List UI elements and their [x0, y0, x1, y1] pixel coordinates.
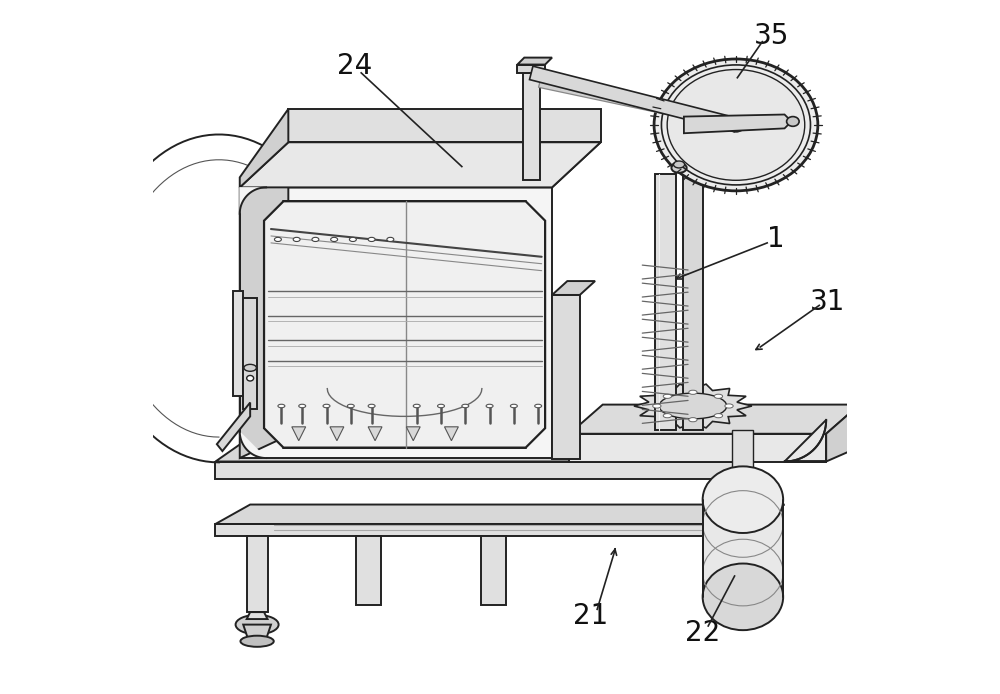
- Text: 1: 1: [767, 226, 785, 253]
- Ellipse shape: [671, 163, 687, 173]
- Polygon shape: [215, 505, 785, 524]
- Ellipse shape: [331, 237, 338, 242]
- Polygon shape: [288, 109, 601, 142]
- Polygon shape: [684, 115, 791, 133]
- Ellipse shape: [240, 636, 274, 647]
- Ellipse shape: [349, 237, 356, 242]
- Ellipse shape: [368, 237, 375, 242]
- Polygon shape: [552, 281, 595, 295]
- Polygon shape: [368, 427, 382, 441]
- Polygon shape: [240, 142, 601, 187]
- Polygon shape: [569, 405, 859, 434]
- Ellipse shape: [387, 237, 394, 242]
- Ellipse shape: [703, 466, 783, 533]
- Ellipse shape: [689, 418, 697, 422]
- Polygon shape: [406, 427, 420, 441]
- Polygon shape: [683, 174, 703, 430]
- Polygon shape: [240, 109, 288, 187]
- Ellipse shape: [293, 237, 300, 242]
- Ellipse shape: [663, 414, 672, 418]
- Polygon shape: [240, 142, 601, 187]
- Ellipse shape: [312, 237, 319, 242]
- Ellipse shape: [714, 414, 723, 418]
- Ellipse shape: [244, 364, 256, 371]
- Polygon shape: [215, 432, 785, 462]
- Polygon shape: [703, 500, 783, 597]
- Polygon shape: [655, 174, 676, 430]
- Ellipse shape: [714, 394, 723, 398]
- Polygon shape: [240, 187, 552, 458]
- Ellipse shape: [274, 237, 281, 242]
- Text: 21: 21: [573, 602, 608, 630]
- Polygon shape: [247, 536, 268, 612]
- Polygon shape: [240, 142, 288, 458]
- Polygon shape: [356, 536, 381, 605]
- Polygon shape: [444, 427, 458, 441]
- Polygon shape: [634, 384, 752, 428]
- Ellipse shape: [659, 393, 727, 419]
- Ellipse shape: [510, 404, 517, 408]
- Ellipse shape: [368, 404, 375, 408]
- Ellipse shape: [347, 404, 354, 408]
- Polygon shape: [530, 66, 738, 132]
- Polygon shape: [240, 432, 266, 458]
- Text: 24: 24: [337, 52, 372, 80]
- Ellipse shape: [654, 59, 818, 191]
- Ellipse shape: [725, 404, 733, 408]
- Polygon shape: [243, 298, 257, 409]
- Ellipse shape: [438, 404, 444, 408]
- Ellipse shape: [667, 69, 805, 180]
- Polygon shape: [732, 430, 753, 500]
- Polygon shape: [826, 405, 859, 462]
- Ellipse shape: [278, 404, 285, 408]
- Polygon shape: [215, 524, 750, 536]
- Polygon shape: [233, 291, 243, 396]
- Ellipse shape: [462, 404, 469, 408]
- Polygon shape: [292, 427, 306, 441]
- Text: 35: 35: [754, 22, 790, 50]
- Polygon shape: [264, 201, 545, 448]
- Polygon shape: [215, 462, 743, 479]
- Polygon shape: [517, 65, 545, 73]
- Polygon shape: [552, 295, 580, 459]
- Polygon shape: [517, 58, 552, 65]
- Ellipse shape: [247, 375, 254, 381]
- Text: 31: 31: [810, 288, 845, 316]
- Polygon shape: [569, 434, 826, 462]
- Polygon shape: [240, 187, 266, 214]
- Ellipse shape: [689, 390, 697, 394]
- Ellipse shape: [663, 394, 672, 398]
- Ellipse shape: [535, 404, 542, 408]
- Polygon shape: [785, 420, 826, 462]
- Ellipse shape: [299, 404, 306, 408]
- Polygon shape: [217, 403, 250, 451]
- Ellipse shape: [674, 161, 685, 168]
- Polygon shape: [523, 73, 540, 180]
- Ellipse shape: [486, 404, 493, 408]
- Ellipse shape: [323, 404, 330, 408]
- Ellipse shape: [236, 615, 279, 634]
- Polygon shape: [481, 536, 506, 605]
- Polygon shape: [330, 427, 344, 441]
- Ellipse shape: [653, 404, 661, 408]
- Ellipse shape: [727, 118, 745, 132]
- Polygon shape: [243, 625, 271, 641]
- Ellipse shape: [413, 404, 420, 408]
- Polygon shape: [247, 612, 268, 619]
- Ellipse shape: [703, 564, 783, 630]
- Text: 22: 22: [685, 619, 720, 647]
- Ellipse shape: [787, 117, 799, 126]
- Polygon shape: [539, 79, 737, 129]
